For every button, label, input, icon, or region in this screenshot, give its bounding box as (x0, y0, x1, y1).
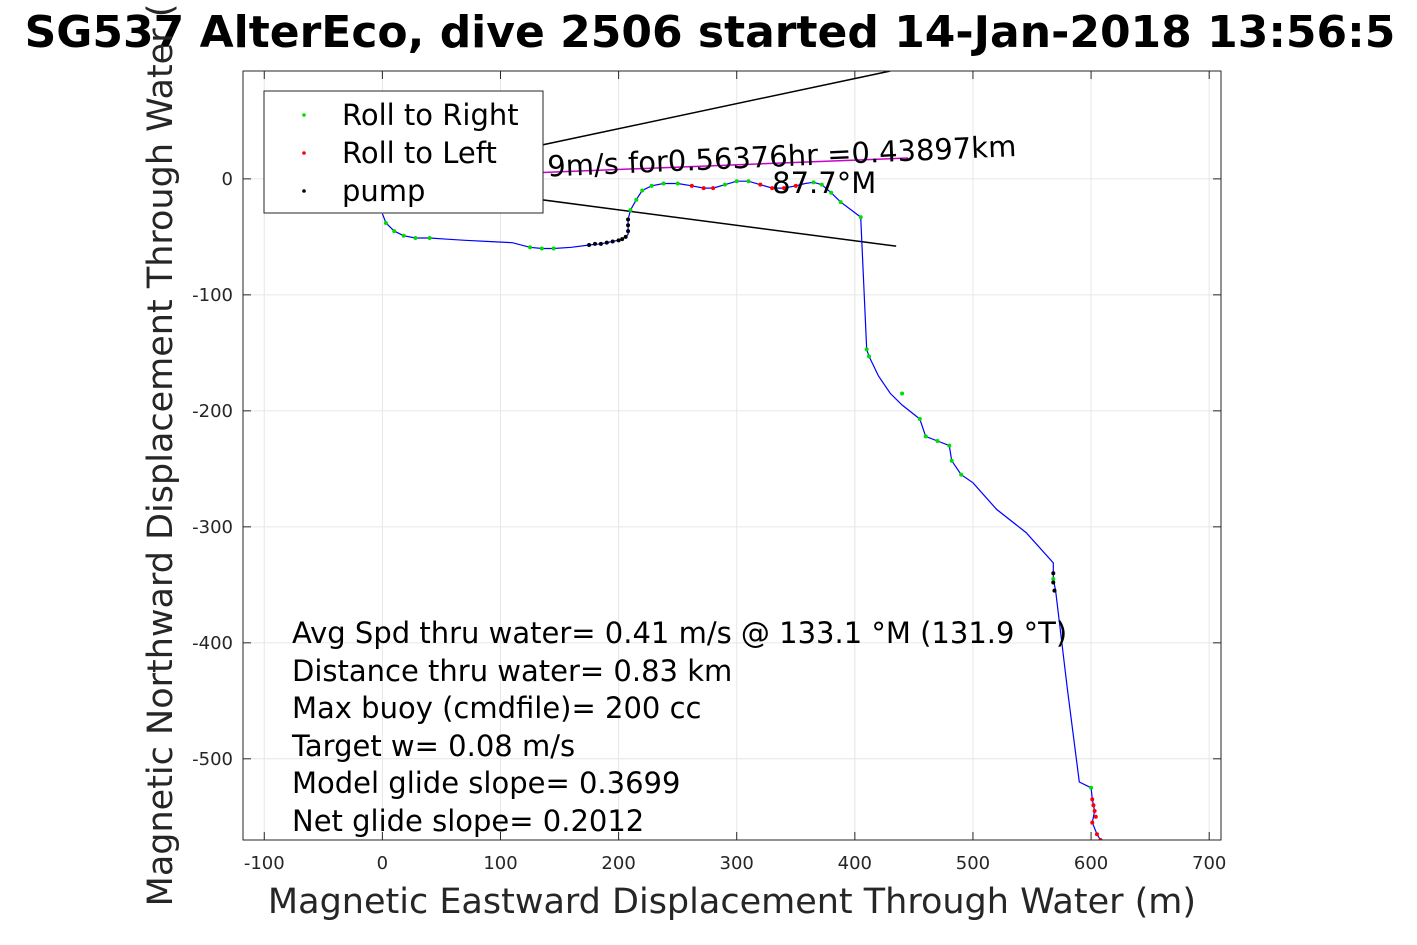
roll-right-point (867, 354, 872, 359)
roll-right-point (935, 439, 940, 444)
roll-right-point (923, 434, 928, 439)
roll-right-point (640, 188, 645, 193)
pump-point (626, 217, 631, 222)
roll-left-point (1093, 814, 1098, 819)
y-tick-label: -100 (192, 285, 233, 306)
y-axis-label: Magnetic Northward Displacement Through … (141, 4, 181, 907)
roll-right-point (734, 179, 739, 184)
roll-left-point (781, 186, 786, 191)
roll-right-point (628, 208, 633, 213)
roll-right-point (1089, 785, 1094, 790)
x-tick-label: 500 (956, 853, 990, 874)
pump-point (587, 242, 592, 247)
pump-point (1051, 571, 1056, 576)
pump-point (616, 238, 621, 243)
ticks: -100 0 100 200 300 400 500 600 700 0 -100 -200 -300 -… (192, 71, 1226, 874)
pump-point (604, 240, 609, 245)
plot-frame (242, 70, 1222, 841)
legend-box (263, 90, 544, 214)
x-tick-label: 0 (377, 853, 388, 874)
chart-title: SG537 AlterEco, dive 2506 started 14-Jan… (25, 7, 1396, 58)
stat-avg-speed: Avg Spd thru water= 0.41 m/s @ 133.1 °M … (292, 616, 1067, 650)
roll-right-point (917, 416, 922, 421)
stat-model-glide-slope: Model glide slope= 0.3699 (292, 766, 680, 800)
x-tick-label: 200 (601, 853, 635, 874)
roll-right-point (858, 215, 863, 220)
roll-left-point (1091, 803, 1096, 808)
roll-left-point (1092, 809, 1097, 814)
roll-right-point (383, 220, 388, 225)
legend-label-roll-right: Roll to Right (342, 98, 519, 132)
pump-point (620, 237, 625, 242)
roll-left-point (1090, 820, 1095, 825)
roll-left-point (1090, 797, 1095, 802)
pump-point (626, 223, 631, 228)
legend: Roll to Right Roll to Left pump (263, 90, 544, 214)
roll-right-point (401, 233, 406, 238)
heading-annotation: 87.7°M (772, 166, 876, 200)
roll-right-point (959, 472, 964, 477)
roll-right-point (392, 229, 397, 234)
roll-right-point (634, 197, 639, 202)
x-axis-label: Magnetic Eastward Displacement Through W… (268, 882, 1196, 922)
y-tick-label: 0 (222, 169, 233, 190)
roll-right-point (864, 347, 869, 352)
y-tick-label: -300 (192, 517, 233, 538)
stat-target-w: Target w= 0.08 m/s (291, 729, 575, 763)
roll-left-point (758, 182, 763, 187)
roll-right-point (811, 180, 816, 185)
roll-right-point (1051, 577, 1056, 582)
roll-right-point (746, 179, 751, 184)
pump-point (598, 241, 603, 246)
y-tick-label: -400 (192, 633, 233, 654)
roll-right-point (722, 182, 727, 187)
roll-right-point (819, 182, 824, 187)
x-tick-label: 300 (720, 853, 754, 874)
roll-left-point (1094, 832, 1099, 837)
roll-left-point (689, 183, 694, 188)
roll-right-point (551, 246, 556, 251)
roll-right-point (675, 181, 680, 186)
roll-right-point (427, 236, 432, 241)
stat-max-buoy: Max buoy (cmdfile)= 200 cc (292, 691, 701, 725)
pump-point (626, 229, 631, 234)
roll-right-point (829, 190, 834, 195)
x-tick-label: -100 (244, 853, 285, 874)
stats-block: Avg Spd thru water= 0.41 m/s @ 133.1 °M … (291, 616, 1067, 838)
roll-left-point (793, 183, 798, 188)
roll-right-point (539, 246, 544, 251)
x-tick-label: 400 (838, 853, 872, 874)
legend-label-roll-left: Roll to Left (342, 136, 497, 170)
x-tick-label: 700 (1192, 853, 1226, 874)
y-tick-label: -500 (192, 749, 233, 770)
roll-right-point (900, 391, 905, 396)
roll-right-point (413, 236, 418, 241)
roll-left-point (770, 186, 775, 191)
y-tick-label: -200 (192, 401, 233, 422)
roll-right-point (947, 443, 952, 448)
legend-marker-roll-left (302, 151, 306, 155)
roll-right-point (528, 245, 533, 250)
pump-point (1052, 588, 1057, 593)
stat-distance: Distance thru water= 0.83 km (292, 654, 732, 688)
pump-point (623, 234, 628, 239)
x-tick-label: 100 (483, 853, 517, 874)
legend-marker-pump (302, 189, 306, 193)
pump-point (592, 241, 597, 246)
roll-left-point (711, 186, 716, 191)
x-tick-label: 600 (1074, 853, 1108, 874)
legend-marker-roll-right (302, 113, 306, 117)
pump-point (1051, 580, 1056, 585)
roll-right-point (661, 181, 666, 186)
roll-right-point (838, 200, 843, 205)
roll-right-point (649, 183, 654, 188)
legend-label-pump: pump (342, 174, 425, 208)
roll-left-point (701, 186, 706, 191)
stat-net-glide-slope: Net glide slope= 0.2012 (292, 804, 644, 838)
roll-right-point (949, 458, 954, 463)
pump-point (610, 239, 615, 244)
